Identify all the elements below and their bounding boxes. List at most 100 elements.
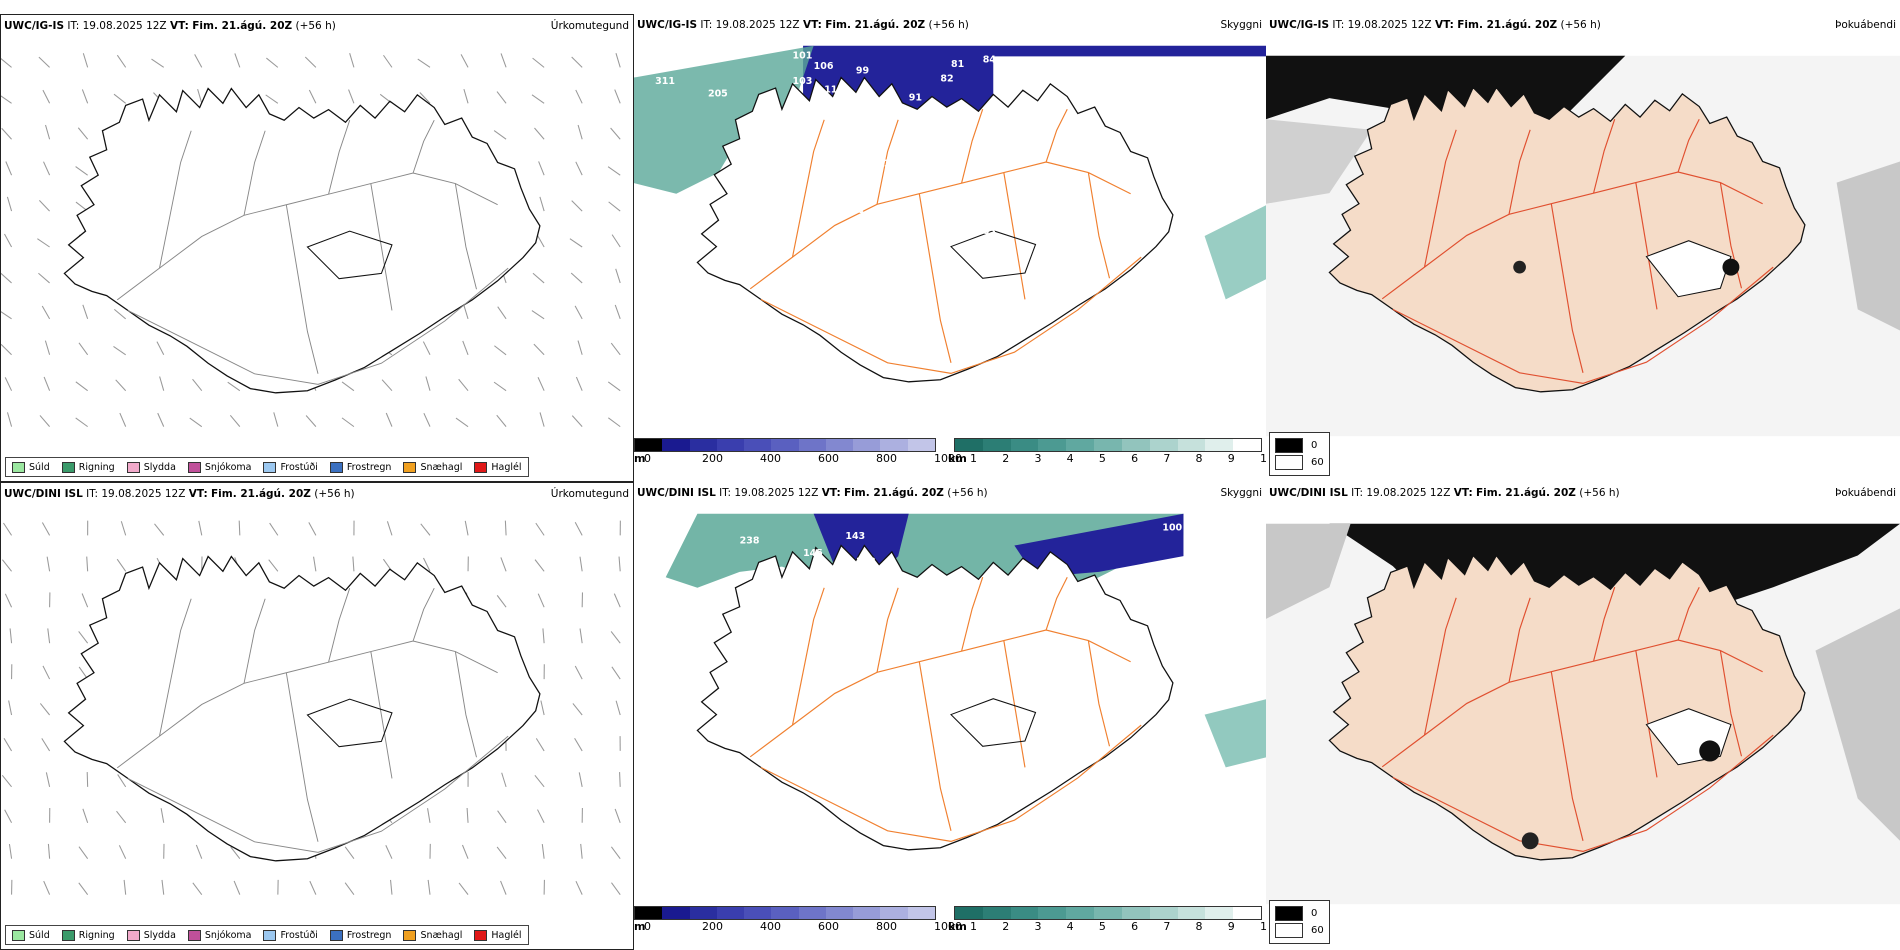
ceiling-value: 71 bbox=[898, 884, 911, 895]
colorbar-tick: 4 bbox=[1066, 452, 1074, 465]
ceiling-value: 101 bbox=[793, 50, 813, 61]
ceiling-unit: m bbox=[634, 920, 646, 933]
wind-barb bbox=[383, 54, 393, 68]
wind-barb bbox=[38, 272, 50, 284]
wind-barb bbox=[385, 845, 393, 859]
wind-barb bbox=[44, 340, 51, 355]
wind-barb bbox=[615, 700, 621, 716]
wind-barb bbox=[194, 54, 203, 68]
legend-label: Frostúði bbox=[280, 929, 318, 941]
panel-header: UWC/IG-IS IT: 19.08.2025 12Z VT: Fim. 21… bbox=[637, 19, 969, 31]
wind-barb bbox=[113, 93, 127, 104]
wind-barb bbox=[154, 523, 165, 536]
wind-barb bbox=[4, 593, 13, 608]
wind-barb bbox=[500, 880, 507, 895]
ceiling-value: 238 bbox=[740, 535, 760, 546]
wind-barb bbox=[611, 882, 621, 895]
colorbar-segment bbox=[1205, 907, 1234, 919]
wind-barb bbox=[233, 880, 241, 895]
wind-barb bbox=[574, 737, 583, 752]
wind-barb bbox=[119, 412, 127, 427]
wind-barb bbox=[461, 844, 469, 859]
wind-barb bbox=[115, 379, 127, 392]
wind-barb bbox=[157, 412, 165, 427]
colorbar-segment bbox=[1066, 907, 1095, 919]
legend-swatch bbox=[187, 461, 201, 473]
wind-barb bbox=[3, 737, 13, 752]
colorbar-tick: 200 bbox=[702, 920, 723, 933]
colorbar-tick: 10 bbox=[1260, 452, 1268, 465]
fog-legend: 0 60 bbox=[1269, 900, 1330, 944]
ptype-legend-item: Snjókoma bbox=[187, 929, 251, 941]
visibility-colorbar bbox=[954, 906, 1262, 920]
colorbar-tick: 7 bbox=[1163, 920, 1171, 933]
wind-barb bbox=[45, 772, 51, 787]
wind-barb bbox=[39, 703, 51, 716]
wind-barb bbox=[1, 272, 12, 284]
ceiling-value: 143 bbox=[845, 531, 865, 542]
colorbar-tick: 1000 bbox=[934, 920, 962, 933]
legend-label: 60 bbox=[1311, 925, 1324, 936]
wind-barb bbox=[120, 521, 127, 536]
ceiling-value: 205 bbox=[708, 89, 728, 100]
wind-barb bbox=[75, 381, 88, 392]
wind-barb bbox=[420, 523, 431, 536]
wind-barb bbox=[458, 882, 469, 895]
wind-barb bbox=[462, 340, 469, 355]
wind-barb bbox=[497, 306, 507, 320]
wind-barb bbox=[535, 522, 545, 536]
legend-swatch bbox=[263, 461, 277, 473]
legend-swatch bbox=[126, 929, 140, 941]
wind-barb bbox=[463, 88, 469, 104]
ceiling-value: 81 bbox=[951, 59, 964, 70]
wind-barb bbox=[532, 272, 545, 284]
legend-label: Frostúði bbox=[280, 461, 318, 473]
colorbar-tick: 2 bbox=[1002, 920, 1010, 933]
wind-barb bbox=[615, 53, 621, 68]
fog-legend-row: 60 bbox=[1275, 923, 1324, 938]
wind-barb bbox=[537, 593, 545, 608]
ceiling-value: 71 bbox=[993, 582, 1006, 593]
precip-type-panel-bottom: UWC/DINI ISL IT: 19.08.2025 12Z VT: Fim.… bbox=[0, 482, 634, 950]
wind-barb bbox=[540, 700, 545, 716]
wind-barb bbox=[273, 412, 279, 427]
wind-barb bbox=[3, 522, 13, 536]
legend-swatch bbox=[1275, 438, 1303, 453]
wind-barb bbox=[41, 305, 51, 320]
wind-barb bbox=[81, 89, 89, 104]
colorbar-segment bbox=[1121, 439, 1150, 451]
colorbar-segment bbox=[1038, 907, 1067, 919]
visibility-colorbar bbox=[954, 438, 1262, 452]
wind-barb bbox=[496, 91, 507, 104]
legend-label: 60 bbox=[1311, 457, 1324, 468]
wind-barb bbox=[542, 628, 545, 644]
ceiling-value: 91 bbox=[909, 93, 922, 104]
wind-barb bbox=[463, 304, 469, 320]
wind-barb bbox=[38, 200, 50, 212]
legend-swatch bbox=[126, 461, 140, 473]
wind-barb bbox=[608, 417, 621, 428]
wind-barb bbox=[571, 415, 583, 427]
ptype-legend-item: Rigning bbox=[61, 461, 115, 473]
wind-barb bbox=[575, 376, 583, 391]
legend-label: Frostregn bbox=[346, 929, 392, 941]
wind-barb bbox=[504, 520, 507, 536]
wind-barb bbox=[78, 846, 89, 860]
wind-barb bbox=[116, 558, 127, 572]
wind-barb bbox=[532, 57, 545, 68]
wind-barb bbox=[116, 810, 127, 824]
legend-label: 0 bbox=[1311, 440, 1318, 451]
wind-barb bbox=[419, 92, 431, 104]
wind-barb bbox=[229, 414, 241, 427]
wind-barb bbox=[496, 846, 507, 860]
colorbar-segment bbox=[1066, 439, 1095, 451]
wind-barb bbox=[531, 94, 545, 104]
wind-barb bbox=[501, 772, 507, 788]
ceiling-value: 33 bbox=[824, 184, 837, 195]
colorbar-segment bbox=[771, 907, 799, 919]
legend-label: Rigning bbox=[78, 461, 115, 473]
legend-swatch bbox=[12, 929, 25, 941]
wind-barb bbox=[493, 381, 507, 392]
panel-header: UWC/IG-IS IT: 19.08.2025 12Z VT: Fim. 21… bbox=[1269, 19, 1601, 31]
colorbar-segment bbox=[798, 907, 826, 919]
